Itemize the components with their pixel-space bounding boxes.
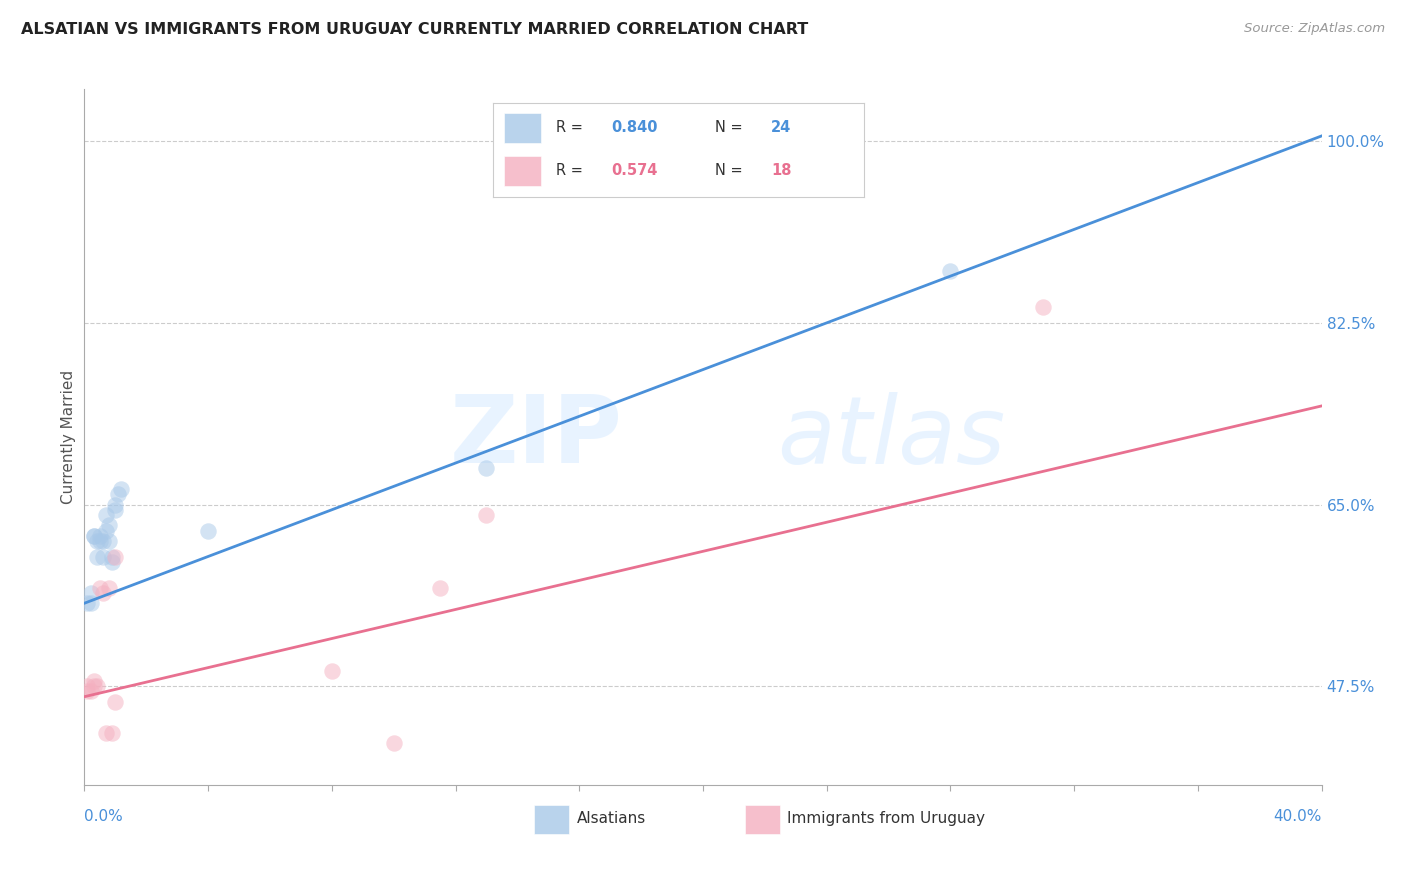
Text: Immigrants from Uruguay: Immigrants from Uruguay: [787, 812, 986, 826]
Point: [939, 264, 962, 278]
Point: [104, 549, 127, 564]
Point: [79, 684, 101, 698]
Point: [76, 679, 98, 693]
Point: [98, 518, 121, 533]
Text: 0.0%: 0.0%: [84, 809, 124, 823]
Point: [101, 555, 124, 569]
Point: [79, 586, 101, 600]
Point: [86, 679, 108, 693]
Point: [98, 581, 121, 595]
Point: [83, 674, 105, 689]
Point: [1032, 300, 1054, 314]
Point: [83, 679, 105, 693]
Point: [91, 533, 114, 548]
Text: atlas: atlas: [778, 392, 1005, 483]
Point: [98, 533, 121, 548]
Point: [94, 508, 117, 522]
Point: [91, 586, 114, 600]
Point: [382, 736, 405, 750]
Text: 40.0%: 40.0%: [1274, 809, 1322, 823]
Text: ZIP: ZIP: [450, 391, 623, 483]
Point: [197, 524, 219, 538]
Point: [475, 508, 498, 522]
Point: [94, 524, 117, 538]
Point: [104, 498, 127, 512]
Point: [86, 549, 108, 564]
Point: [475, 461, 498, 475]
Point: [89, 533, 111, 548]
Point: [83, 529, 105, 543]
Point: [110, 482, 132, 496]
Text: ALSATIAN VS IMMIGRANTS FROM URUGUAY CURRENTLY MARRIED CORRELATION CHART: ALSATIAN VS IMMIGRANTS FROM URUGUAY CURR…: [21, 22, 808, 37]
Text: Source: ZipAtlas.com: Source: ZipAtlas.com: [1244, 22, 1385, 36]
Point: [89, 529, 111, 543]
Point: [83, 529, 105, 543]
Point: [89, 581, 111, 595]
Point: [76, 596, 98, 610]
Point: [107, 487, 129, 501]
Y-axis label: Currently Married: Currently Married: [60, 370, 76, 504]
Point: [94, 726, 117, 740]
Point: [104, 695, 127, 709]
Point: [91, 549, 114, 564]
Point: [429, 581, 451, 595]
Point: [101, 549, 124, 564]
Text: Alsatians: Alsatians: [576, 812, 645, 826]
Point: [86, 533, 108, 548]
Point: [321, 664, 343, 678]
Point: [101, 726, 124, 740]
Point: [76, 684, 98, 698]
Point: [79, 596, 101, 610]
Point: [104, 502, 127, 516]
